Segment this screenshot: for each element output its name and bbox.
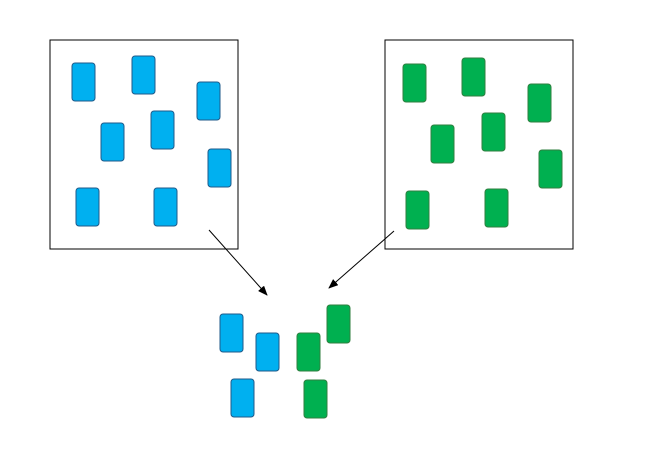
mixed-green-item <box>303 379 328 419</box>
mixed-blue-item <box>219 313 244 353</box>
blue-item <box>150 110 175 150</box>
blue-item <box>196 81 221 121</box>
arrow-from-green-box <box>328 230 395 289</box>
blue-item <box>207 148 232 188</box>
arrow-from-blue-box <box>208 229 268 296</box>
green-item <box>527 83 552 123</box>
mixed-blue-item <box>255 332 280 372</box>
blue-item <box>131 55 156 95</box>
green-item <box>484 188 509 228</box>
green-item <box>461 57 486 97</box>
mixed-green-item <box>296 332 321 372</box>
green-item <box>430 124 455 164</box>
green-source-items <box>402 57 563 230</box>
blue-item <box>71 62 96 102</box>
mixed-green-item <box>326 304 351 344</box>
green-item <box>402 63 427 103</box>
blue-item <box>100 122 125 162</box>
mixed-blue-item <box>230 378 255 418</box>
mixed-sample <box>219 304 351 419</box>
green-item <box>481 112 506 152</box>
blue-item <box>153 187 178 227</box>
green-item <box>538 149 563 189</box>
blue-source-items <box>71 55 232 227</box>
green-item <box>405 190 430 230</box>
blue-item <box>75 187 100 227</box>
